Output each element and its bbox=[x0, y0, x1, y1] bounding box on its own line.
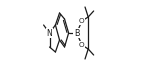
Text: N: N bbox=[47, 29, 52, 37]
Text: O: O bbox=[79, 18, 85, 24]
Text: B: B bbox=[74, 29, 80, 37]
Text: O: O bbox=[79, 42, 85, 48]
